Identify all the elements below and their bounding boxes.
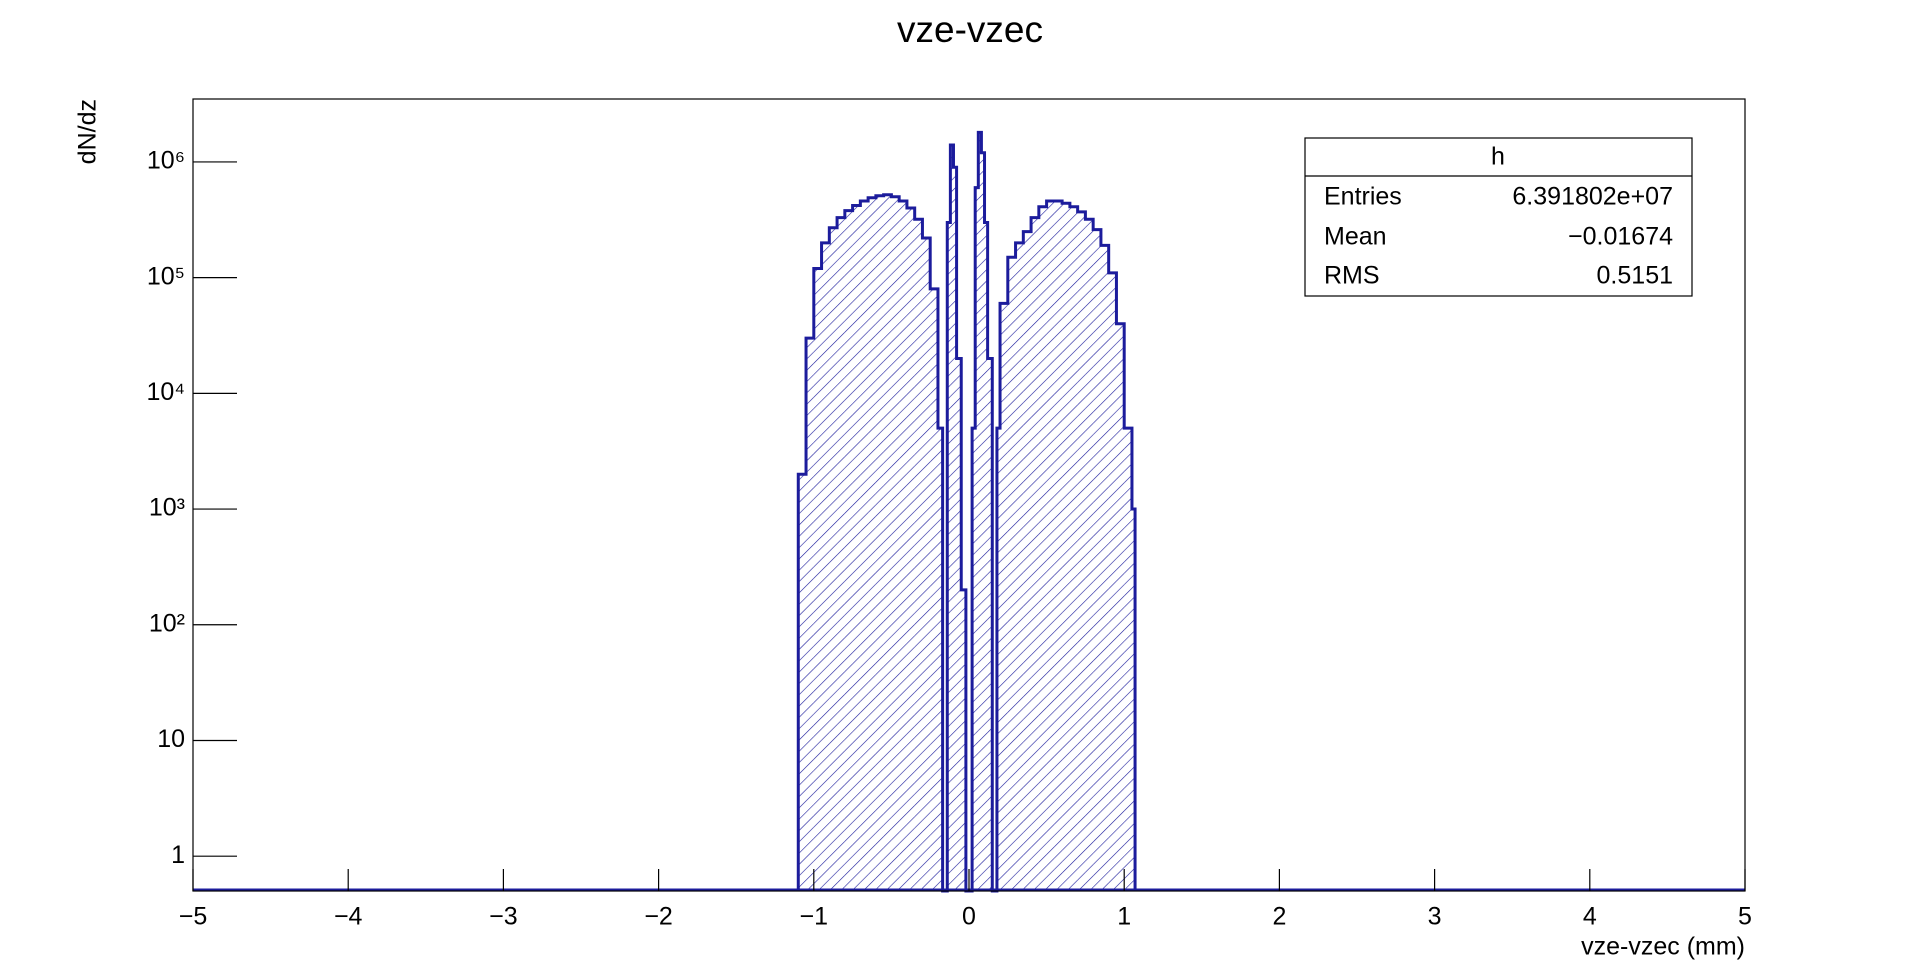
bar xyxy=(1038,206,1047,892)
bar xyxy=(1062,203,1070,892)
bar xyxy=(1100,245,1109,891)
bar xyxy=(829,227,838,892)
y-axis-label: dN/dz xyxy=(74,99,102,164)
bar xyxy=(1131,509,1136,891)
y-tick-label: 10 xyxy=(157,725,185,753)
bar xyxy=(984,222,988,891)
y-tick-label: 1 xyxy=(171,841,185,869)
bar xyxy=(947,222,951,891)
stats-value: 6.391802e+07 xyxy=(1512,183,1673,211)
bar xyxy=(1093,229,1101,892)
chart-title: vze-vzec xyxy=(897,9,1043,50)
x-tick-label: −5 xyxy=(179,903,208,931)
bar xyxy=(1069,206,1078,892)
x-axis-label: vze-vzec (mm) xyxy=(1581,933,1745,961)
bar xyxy=(813,268,822,891)
bar xyxy=(868,197,876,891)
bar xyxy=(899,200,907,891)
bar xyxy=(860,200,869,891)
stats-title: h xyxy=(1491,143,1505,171)
bar xyxy=(1015,242,1024,891)
bar xyxy=(1124,428,1132,891)
bar xyxy=(852,205,861,891)
bar xyxy=(978,132,982,892)
bar xyxy=(1007,257,1016,892)
bar xyxy=(1116,323,1125,891)
stats-label: Entries xyxy=(1324,183,1402,211)
bar xyxy=(798,474,807,891)
bar xyxy=(1046,200,1055,891)
stats-box: h Entries 6.391802e+07 Mean −0.01674 RMS… xyxy=(1304,137,1693,297)
bar xyxy=(987,358,993,892)
bar xyxy=(1077,211,1086,891)
x-tick-label: 2 xyxy=(1272,903,1286,931)
bar xyxy=(956,358,962,892)
bar xyxy=(972,428,976,891)
y-tick-label: 10⁵ xyxy=(147,262,185,290)
bar xyxy=(883,194,892,892)
stats-value: −0.01674 xyxy=(1568,223,1673,251)
bar xyxy=(937,428,943,891)
y-tick-label: 10⁴ xyxy=(146,378,185,406)
bar xyxy=(837,217,845,892)
stats-label: Mean xyxy=(1324,223,1387,251)
bar xyxy=(961,589,966,891)
bar xyxy=(844,210,853,892)
stats-label: RMS xyxy=(1324,262,1380,290)
bar xyxy=(930,288,938,892)
y-tick-label: 10² xyxy=(149,609,185,637)
bar xyxy=(981,152,985,891)
bar xyxy=(821,242,830,891)
x-tick-label: −2 xyxy=(644,903,673,931)
bar xyxy=(1023,231,1032,891)
bar xyxy=(953,167,957,891)
bar xyxy=(922,238,931,892)
x-tick-label: 4 xyxy=(1583,903,1597,931)
x-tick-label: −3 xyxy=(489,903,518,931)
x-tick-label: 0 xyxy=(962,903,976,931)
bar xyxy=(1031,217,1039,892)
bar xyxy=(1108,272,1117,892)
bar xyxy=(950,145,954,891)
plot-area xyxy=(193,130,1745,893)
x-tick-label: 5 xyxy=(1738,903,1752,931)
x-tick-label: 3 xyxy=(1428,903,1442,931)
bar xyxy=(914,219,923,891)
stats-frame xyxy=(1304,137,1693,297)
bar xyxy=(1085,219,1094,891)
bar xyxy=(975,187,979,892)
x-tick-label: −4 xyxy=(334,903,363,931)
x-tick-label: 1 xyxy=(1117,903,1131,931)
bar xyxy=(1000,303,1008,892)
bar xyxy=(1054,200,1063,891)
bar xyxy=(875,195,884,891)
bar xyxy=(806,338,814,891)
bar xyxy=(906,207,915,891)
bar xyxy=(996,428,1001,891)
bar xyxy=(891,196,900,891)
x-tick-label: −1 xyxy=(800,903,829,931)
y-tick-label: 10³ xyxy=(149,494,185,522)
y-tick-label: 10⁶ xyxy=(147,147,185,175)
stats-value: 0.5151 xyxy=(1597,262,1673,290)
